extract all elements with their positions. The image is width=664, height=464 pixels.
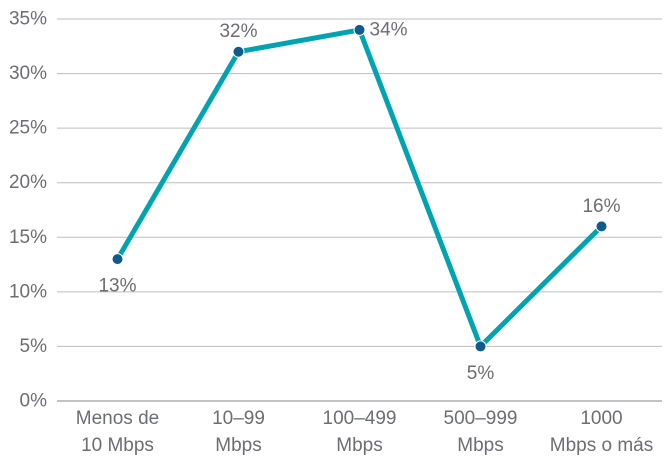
y-tick-label: 30% [9,63,47,84]
x-tick-label-line: 1000 [580,408,622,429]
data-point [353,23,366,36]
y-tick-label: 35% [9,9,47,30]
data-point [595,220,608,233]
series-line [115,27,604,349]
x-tick-label-line: 10–99 [212,408,265,429]
x-tick-label: 100–499 Mbps [323,408,397,456]
x-tick-label: Menos de 10 Mbps [76,408,159,456]
y-tick-label: 25% [9,118,47,139]
y-tick-label: 20% [9,172,47,193]
data-label: 5% [467,363,495,384]
x-tick-label-line: Mbps [215,435,261,456]
y-tick-label: 10% [9,281,47,302]
gridlines [57,18,662,402]
x-tick-label: 500–999 Mbps [444,408,518,456]
data-point [232,45,245,58]
x-tick-label: 1000 Mbps o más [550,408,653,456]
x-tick-label: 10–99 Mbps [212,408,265,456]
x-tick-label-line: Menos de [76,408,159,429]
x-tick-label-line: 100–499 [323,408,397,429]
data-markers [111,23,608,353]
x-tick-label-line: 500–999 [444,408,518,429]
y-tick-label: 5% [20,336,48,357]
series-line-group [115,27,604,349]
x-tick-label-line: 10 Mbps [81,435,154,456]
data-label: 34% [370,19,408,40]
x-tick-label-line: Mbps o más [550,435,653,456]
data-label: 13% [98,276,136,297]
y-axis-tick-labels: 0% 5% 10% 15% 20% 25% 30% 35% [9,9,47,412]
data-labels: 13% 32% 34% 5% 16% [98,19,620,384]
x-tick-label-line: Mbps [457,435,503,456]
data-point [474,340,487,353]
data-label: 32% [219,21,257,42]
y-tick-label: 15% [9,227,47,248]
y-tick-label: 0% [20,391,48,412]
x-tick-label-line: Mbps [336,435,382,456]
data-label: 16% [582,196,620,217]
data-point [111,253,124,266]
